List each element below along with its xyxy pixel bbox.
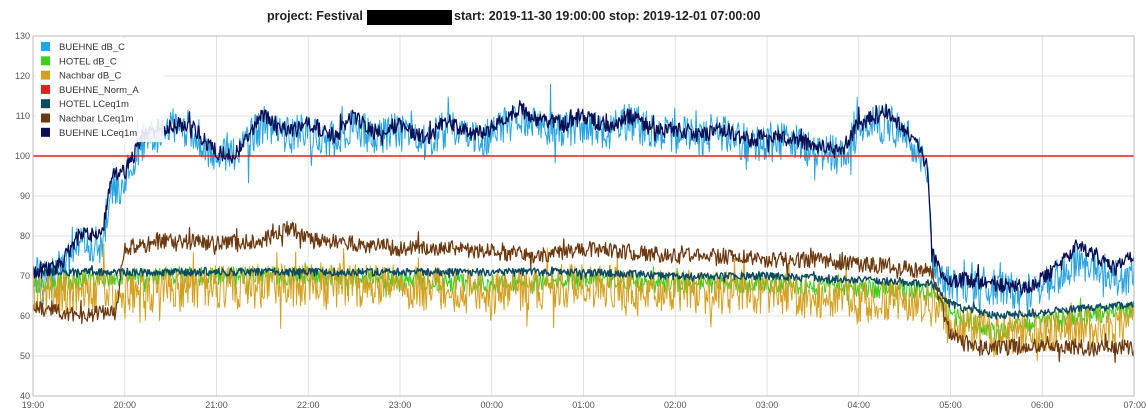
axis-ticks: 40 50 60 70 80 90 100 110 120 130 19:00 20:00 21:00 2… — [15, 31, 1146, 410]
y-tick-label: 100 — [15, 151, 30, 161]
y-tick-label: 120 — [15, 71, 30, 81]
y-tick-label: 60 — [20, 311, 30, 321]
x-tick-label: 07:00 — [1123, 400, 1146, 410]
x-tick-label: 01:00 — [572, 400, 595, 410]
x-tick-label: 05:00 — [939, 400, 962, 410]
x-tick-label: 23:00 — [389, 400, 412, 410]
series-line-buehne-lceq1m — [33, 100, 1134, 296]
y-tick-label: 50 — [20, 351, 30, 361]
legend-label: BUEHNE dB_C — [59, 42, 125, 53]
legend-swatch — [41, 56, 50, 66]
x-tick-label: 02:00 — [664, 400, 687, 410]
y-tick-label: 110 — [16, 111, 30, 121]
y-tick-label: 80 — [20, 231, 30, 241]
legend-box — [36, 38, 164, 143]
plot-border — [32, 35, 1135, 397]
redaction-block — [367, 10, 452, 25]
x-tick-label: 06:00 — [1031, 400, 1054, 410]
series-line-hotel-lceq1m — [33, 265, 1134, 320]
title-project: project: Festival — [267, 9, 363, 23]
series-line-nachbar-db-c — [33, 243, 1134, 362]
x-tick-label: 22:00 — [297, 400, 320, 410]
x-tick-label: 20:00 — [113, 400, 136, 410]
legend-swatch — [41, 127, 50, 137]
series-lines — [33, 83, 1134, 363]
x-tick-label: 04:00 — [847, 400, 870, 410]
legend-label: BUEHNE LCeq1m — [59, 128, 137, 139]
y-tick-label: 130 — [15, 31, 30, 41]
x-tick-label: 19:00 — [22, 400, 45, 410]
title-time-range: start: 2019-11-30 19:00:00 stop: 2019-12… — [454, 9, 761, 23]
legend-swatch — [41, 70, 50, 80]
y-tick-label: 40 — [20, 391, 30, 401]
x-tick-label: 21:00 — [205, 400, 228, 410]
series-line-hotel-db-c — [33, 262, 1134, 348]
legend-swatch — [41, 99, 50, 109]
legend-swatch — [41, 113, 50, 123]
legend-label: HOTEL dB_C — [59, 56, 117, 67]
y-tick-label: 90 — [20, 191, 30, 201]
series-line-nachbar-lceq1m — [33, 220, 1134, 363]
x-tick-label: 03:00 — [756, 400, 779, 410]
x-tick-label: 00:00 — [480, 400, 503, 410]
legend-label: Nachbar LCeq1m — [59, 114, 134, 125]
legend-swatch — [41, 42, 50, 51]
legend-label: HOTEL LCeq1m — [59, 99, 129, 110]
y-tick-label: 70 — [20, 271, 30, 281]
legend-label: Nachbar dB_C — [59, 71, 121, 82]
legend: BUEHNE dB_C HOTEL dB_C Nachbar dB_C BUEHNE_… — [36, 38, 164, 143]
chart-title: project: Festival start: 2019-11-30 19:0… — [0, 9, 1146, 27]
legend-swatch — [41, 84, 50, 94]
legend-label: BUEHNE_Norm_A — [59, 85, 139, 96]
